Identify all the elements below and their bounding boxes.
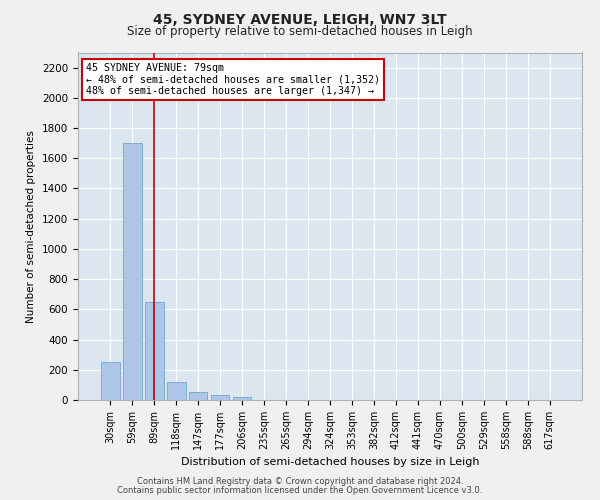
Text: Size of property relative to semi-detached houses in Leigh: Size of property relative to semi-detach… <box>127 25 473 38</box>
Text: 45, SYDNEY AVENUE, LEIGH, WN7 3LT: 45, SYDNEY AVENUE, LEIGH, WN7 3LT <box>153 12 447 26</box>
Text: Contains HM Land Registry data © Crown copyright and database right 2024.: Contains HM Land Registry data © Crown c… <box>137 477 463 486</box>
Bar <box>145 302 164 400</box>
X-axis label: Distribution of semi-detached houses by size in Leigh: Distribution of semi-detached houses by … <box>181 458 479 468</box>
Bar <box>189 392 208 400</box>
Text: Contains public sector information licensed under the Open Government Licence v3: Contains public sector information licen… <box>118 486 482 495</box>
Bar <box>233 397 251 400</box>
Bar <box>167 382 185 400</box>
Bar <box>101 362 119 400</box>
Y-axis label: Number of semi-detached properties: Number of semi-detached properties <box>26 130 37 322</box>
Bar <box>211 396 229 400</box>
Text: 45 SYDNEY AVENUE: 79sqm
← 48% of semi-detached houses are smaller (1,352)
48% of: 45 SYDNEY AVENUE: 79sqm ← 48% of semi-de… <box>86 63 380 96</box>
Bar <box>123 143 142 400</box>
